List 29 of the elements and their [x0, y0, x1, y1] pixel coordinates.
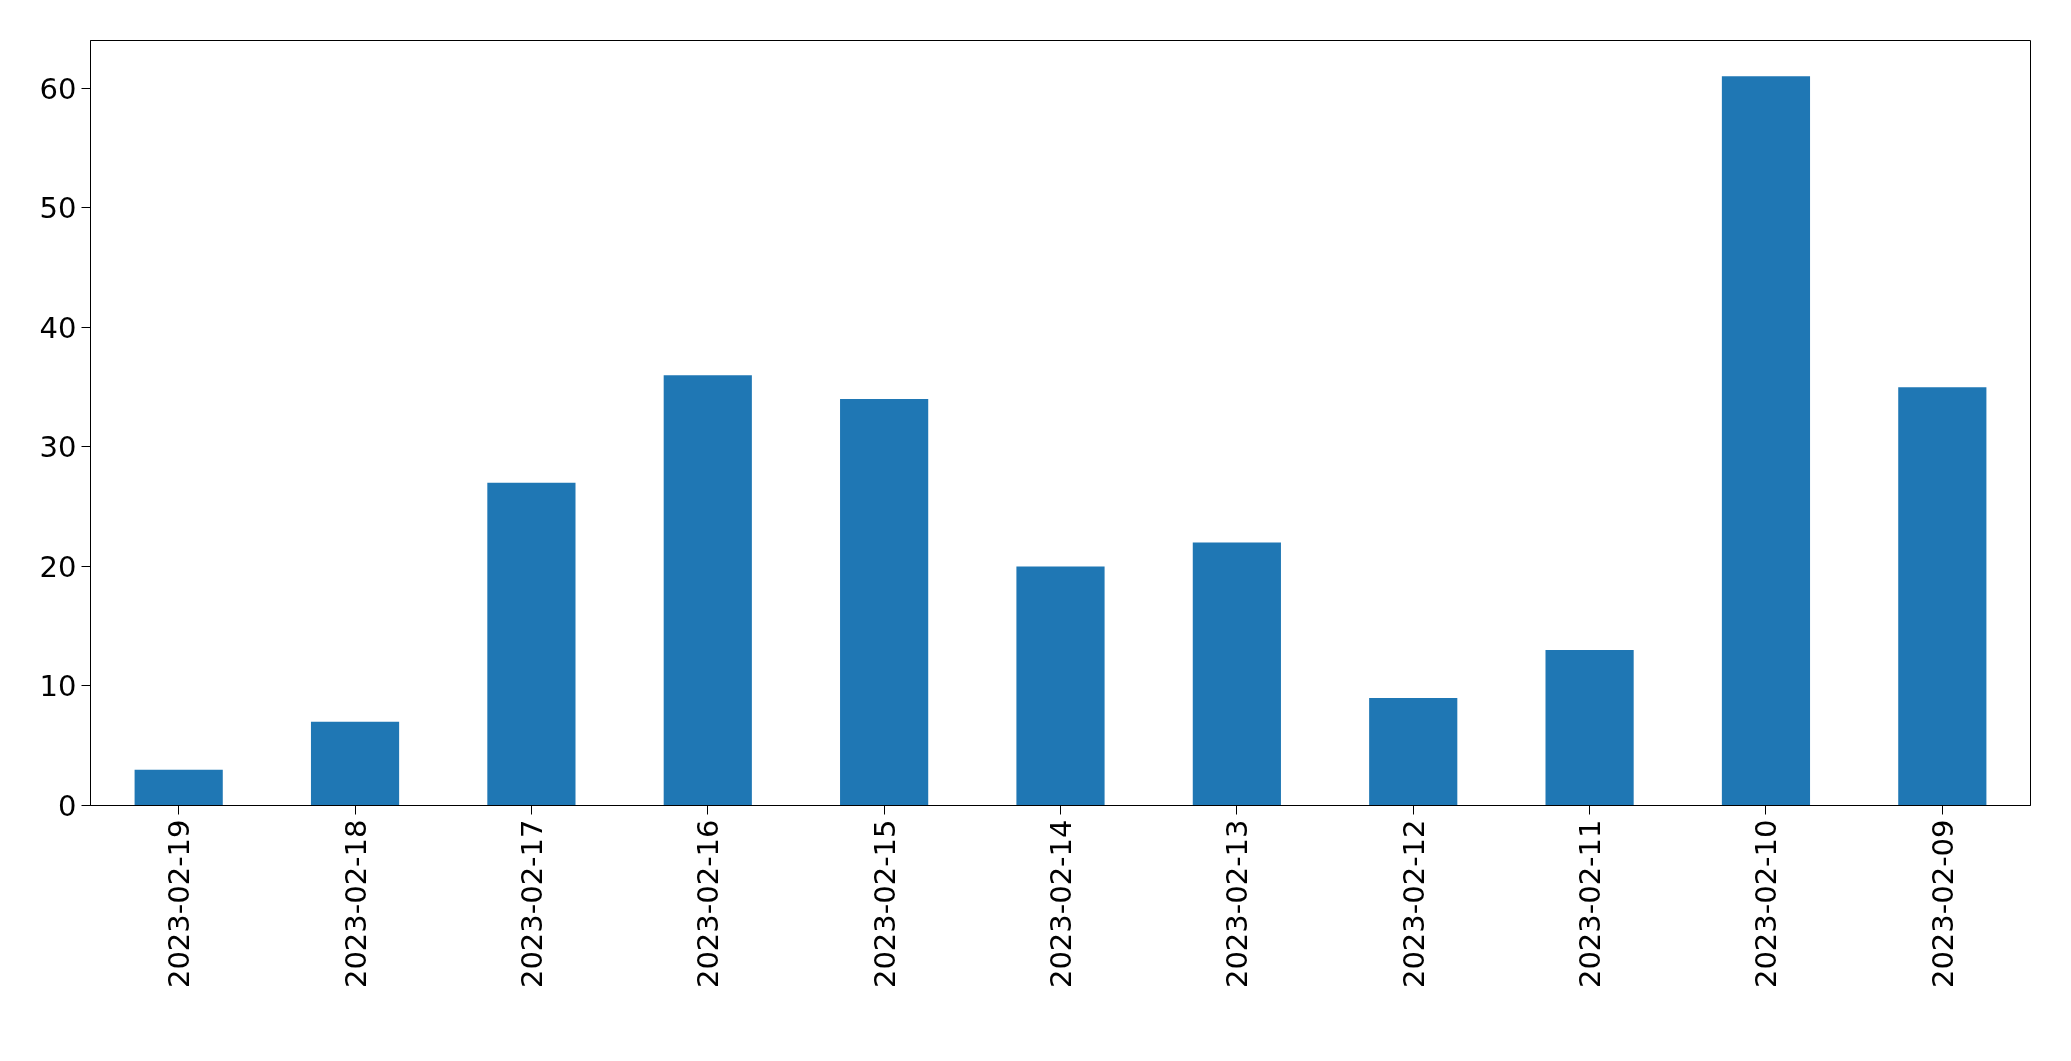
x-tick-label: 2023-02-16	[691, 819, 726, 989]
y-tick-label: 30	[39, 430, 77, 465]
bar	[1545, 650, 1634, 806]
bar	[310, 721, 400, 806]
bar	[840, 399, 929, 806]
x-tick-label: 2023-02-12	[1396, 819, 1431, 989]
bar	[663, 375, 752, 806]
bar	[134, 769, 223, 806]
y-tick-label: 40	[39, 310, 77, 345]
x-tick-label: 2023-02-18	[338, 819, 373, 989]
x-tick-label: 2023-02-09	[1925, 819, 1960, 989]
x-tick-label: 2023-02-17	[514, 819, 549, 989]
y-tick-label: 20	[39, 549, 77, 584]
x-tick-label: 2023-02-15	[867, 819, 902, 989]
bar	[1721, 76, 1811, 806]
y-tick-label: 60	[39, 71, 77, 106]
x-tick-label: 2023-02-11	[1573, 819, 1608, 989]
bar	[487, 482, 576, 806]
bar	[1898, 387, 1987, 806]
y-tick-label: 0	[58, 789, 77, 823]
bar	[1192, 542, 1281, 806]
bar	[1369, 697, 1458, 806]
y-tick-label: 10	[39, 669, 77, 704]
x-tick-label: 2023-02-13	[1220, 819, 1255, 989]
x-tick-label: 2023-02-14	[1044, 819, 1078, 989]
x-tick-label: 2023-02-19	[162, 819, 197, 989]
y-tick-label: 50	[39, 191, 77, 226]
bar	[1016, 566, 1105, 806]
x-tick-label: 2023-02-10	[1749, 819, 1784, 989]
